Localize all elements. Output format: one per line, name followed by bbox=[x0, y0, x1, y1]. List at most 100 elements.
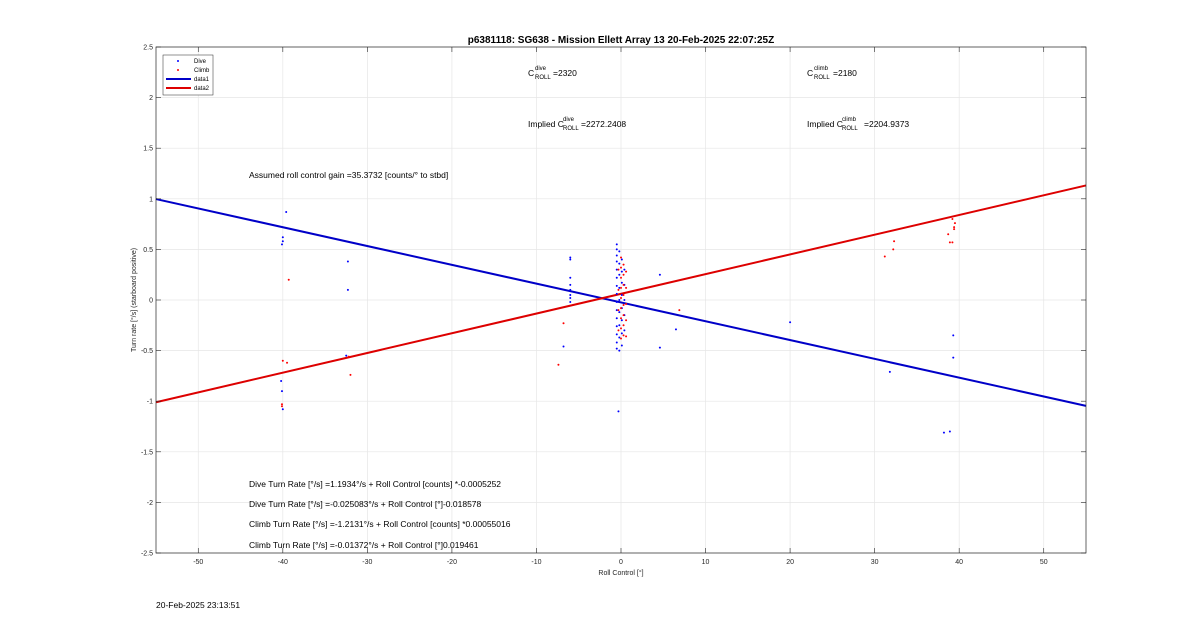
annotation-implied-dive: Implied C dive ROLL =2272.2408 bbox=[528, 117, 626, 132]
point-dive bbox=[569, 276, 572, 279]
point-dive bbox=[615, 347, 618, 350]
point-dive bbox=[617, 410, 620, 413]
point-dive bbox=[658, 273, 661, 276]
point-dive bbox=[618, 311, 621, 314]
point-dive bbox=[615, 301, 618, 304]
point-climb bbox=[622, 304, 625, 307]
point-dive bbox=[280, 390, 283, 393]
fit-line-data1 bbox=[155, 198, 1087, 407]
point-dive bbox=[620, 319, 623, 322]
point-dive bbox=[569, 288, 572, 291]
point-climb bbox=[883, 255, 886, 258]
point-climb bbox=[622, 273, 625, 276]
point-climb bbox=[625, 319, 628, 322]
point-climb bbox=[620, 286, 622, 289]
svg-text:ROLL: ROLL bbox=[814, 75, 830, 81]
point-dive bbox=[281, 240, 284, 243]
point-dive bbox=[623, 299, 626, 301]
point-climb bbox=[617, 329, 620, 332]
y-axis-label: Turn rate [°/s] (starboard positive) bbox=[130, 248, 138, 352]
point-dive bbox=[345, 354, 348, 357]
point-dive bbox=[620, 258, 623, 261]
svg-text:climb: climb bbox=[842, 117, 857, 123]
legend: Dive Climb data1 data2 bbox=[162, 54, 214, 96]
point-dive bbox=[618, 250, 621, 253]
point-climb bbox=[622, 283, 625, 286]
legend-label-dive: Dive bbox=[194, 59, 207, 65]
point-dive bbox=[346, 288, 349, 291]
point-climb bbox=[620, 266, 622, 269]
point-dive bbox=[615, 284, 618, 287]
point-climb bbox=[625, 270, 628, 273]
y-tick-label: 1.5 bbox=[143, 146, 153, 153]
point-dive bbox=[281, 236, 284, 239]
point-climb bbox=[286, 361, 289, 364]
point-dive bbox=[789, 321, 792, 324]
point-climb bbox=[622, 293, 625, 296]
y-tick-label: -1.5 bbox=[141, 449, 153, 456]
point-dive bbox=[615, 341, 618, 344]
legend-label-data2: data2 bbox=[194, 86, 210, 92]
annotation-dive-fit-degrees: Dive Turn Rate [°/s] =-0.025083°/s + Rol… bbox=[249, 499, 482, 509]
y-tick-label: 2.5 bbox=[143, 45, 153, 52]
legend-label-data1: data1 bbox=[194, 77, 210, 83]
point-climb bbox=[947, 233, 950, 236]
svg-text:=2204.9373: =2204.9373 bbox=[864, 119, 909, 129]
point-climb bbox=[562, 322, 565, 325]
x-tick-label: -10 bbox=[531, 559, 541, 566]
point-dive bbox=[620, 293, 623, 296]
x-tick-label: -40 bbox=[278, 559, 288, 566]
point-climb bbox=[620, 256, 622, 259]
point-climb bbox=[953, 228, 956, 231]
point-climb bbox=[620, 307, 622, 310]
point-climb bbox=[953, 226, 956, 229]
point-dive bbox=[948, 430, 951, 433]
point-dive bbox=[562, 345, 565, 348]
point-dive bbox=[942, 431, 945, 434]
point-climb bbox=[678, 309, 681, 312]
point-dive bbox=[620, 270, 623, 273]
point-dive bbox=[346, 260, 349, 263]
x-axis-label: Roll Control [°] bbox=[598, 569, 643, 577]
point-climb bbox=[893, 240, 896, 243]
point-climb bbox=[951, 241, 954, 244]
annotation-c-dive: C dive ROLL =2320 bbox=[528, 66, 577, 81]
point-dive bbox=[623, 268, 626, 271]
point-dive bbox=[569, 283, 572, 286]
point-dive bbox=[674, 328, 677, 331]
point-dive bbox=[618, 286, 621, 289]
y-tick-label: -0.5 bbox=[141, 348, 153, 355]
svg-text:ROLL: ROLL bbox=[535, 75, 551, 81]
point-climb bbox=[622, 324, 625, 327]
point-climb bbox=[280, 403, 283, 406]
point-climb bbox=[892, 248, 895, 251]
y-tick-label: -2.5 bbox=[141, 551, 153, 558]
footer-timestamp: 20-Feb-2025 23:13:51 bbox=[156, 600, 240, 610]
point-dive bbox=[618, 262, 621, 265]
point-dive bbox=[888, 370, 891, 373]
y-tick-label: -1 bbox=[147, 399, 153, 406]
svg-text:ROLL: ROLL bbox=[842, 126, 858, 132]
point-climb bbox=[622, 314, 625, 317]
point-dive bbox=[618, 336, 621, 339]
point-climb bbox=[620, 337, 622, 340]
svg-text:C: C bbox=[528, 68, 534, 78]
y-tick-label: 1 bbox=[149, 196, 153, 203]
data-series bbox=[155, 184, 1087, 434]
annotation-implied-climb: Implied C climb ROLL =2204.9373 bbox=[807, 117, 909, 132]
point-dive bbox=[615, 276, 618, 279]
x-tick-label: 0 bbox=[619, 559, 623, 566]
point-dive bbox=[615, 325, 618, 328]
point-dive bbox=[658, 346, 661, 349]
annotation-climb-fit-counts: Climb Turn Rate [°/s] =-1.2131°/s + Roll… bbox=[249, 519, 511, 529]
svg-text:ROLL: ROLL bbox=[563, 126, 579, 132]
point-dive bbox=[618, 324, 621, 327]
svg-text:=2320: =2320 bbox=[553, 68, 577, 78]
y-tick-label: 0.5 bbox=[143, 247, 153, 254]
svg-text:C: C bbox=[807, 68, 813, 78]
x-tick-label: 30 bbox=[871, 559, 879, 566]
svg-text:Implied C: Implied C bbox=[807, 119, 843, 129]
svg-text:climb: climb bbox=[814, 66, 829, 72]
axis-ticks: -50 -40 -30 -20 -10 0 10 20 30 40 50-2.5-2-1.5-1-0… bbox=[141, 45, 1086, 566]
